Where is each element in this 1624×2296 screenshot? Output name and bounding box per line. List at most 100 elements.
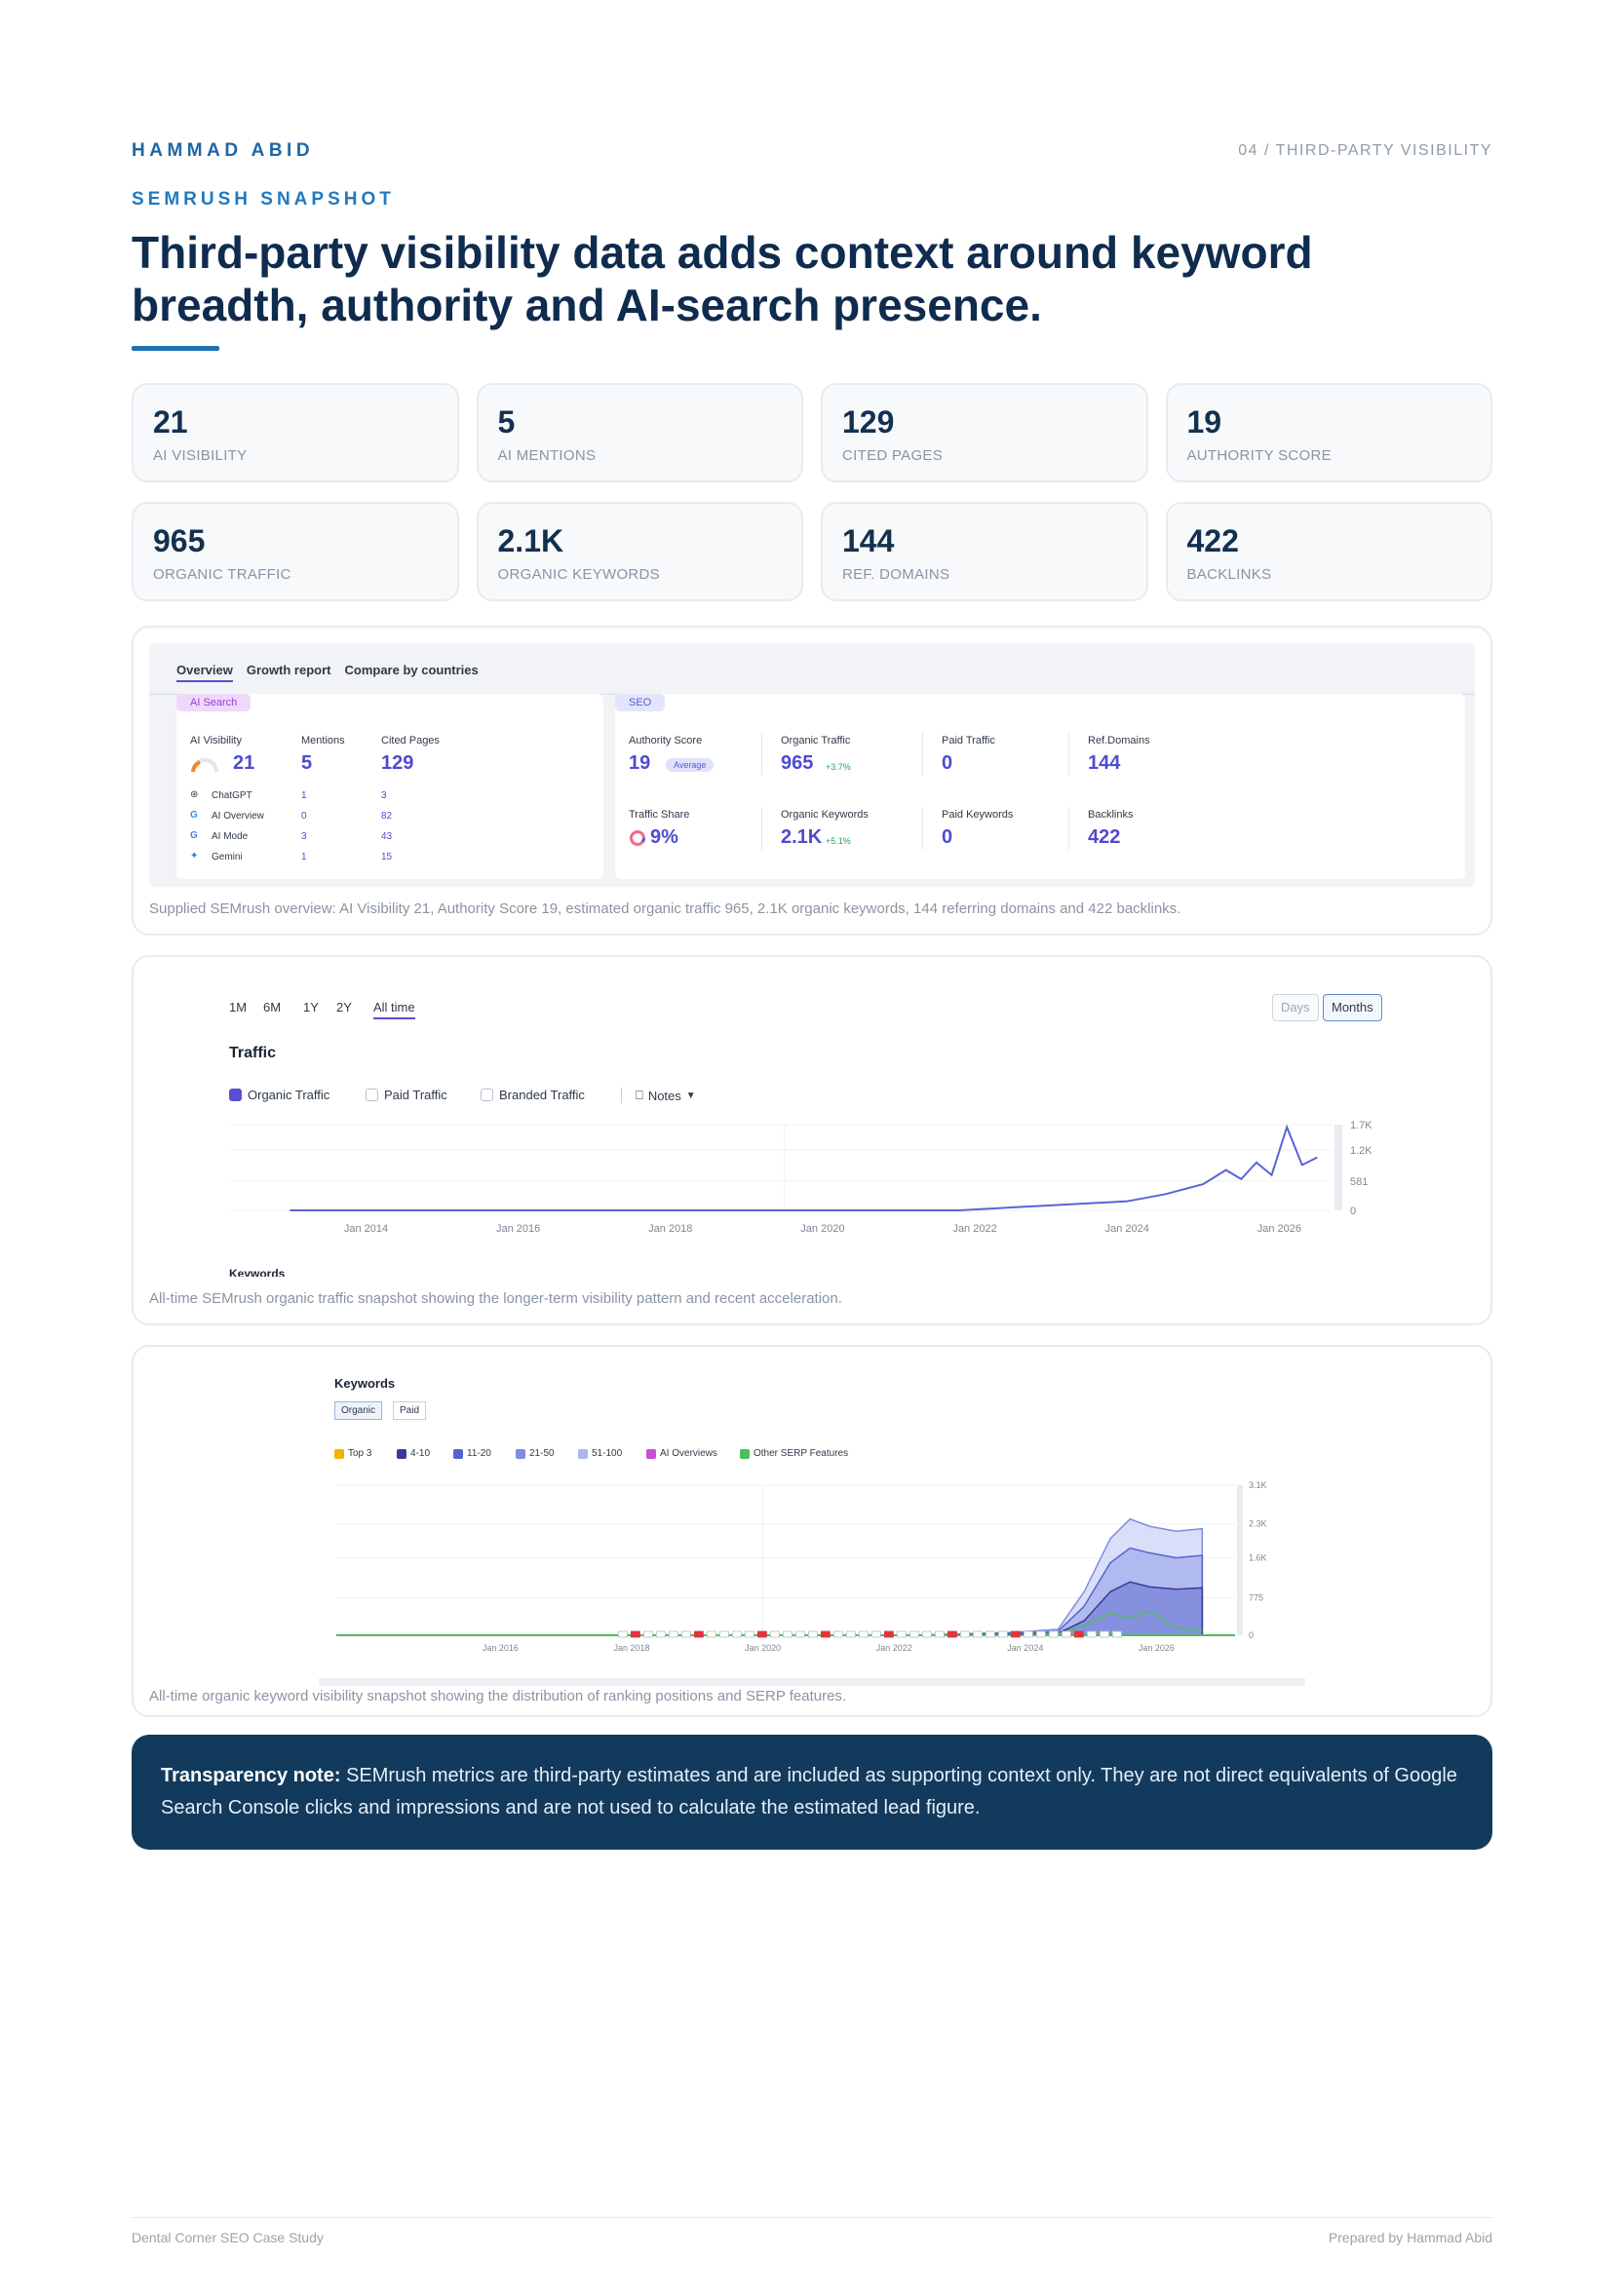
ai-row-cited: 43 (381, 831, 393, 842)
seo-pill: SEO (615, 694, 666, 711)
serp-marker[interactable] (1010, 1630, 1021, 1638)
serp-marker[interactable] (1023, 1630, 1033, 1638)
x-tick-label: Jan 2026 (1139, 1643, 1175, 1653)
legend-label: 21-50 (529, 1448, 555, 1459)
serp-marker[interactable] (794, 1630, 805, 1638)
serp-marker[interactable] (1048, 1630, 1059, 1638)
legend-item[interactable]: 51-100 (578, 1448, 622, 1459)
metric-separator (1068, 733, 1069, 776)
stat-value: 144 (842, 523, 895, 558)
tab-overview[interactable]: Overview (176, 663, 233, 682)
range-6m[interactable]: 6M (263, 1000, 282, 1014)
legend-item[interactable]: 21-50 (516, 1448, 555, 1459)
stat-card-ref-domains: 144 REF. DOMAINS (821, 502, 1148, 601)
legend-item[interactable]: 11-20 (453, 1448, 491, 1459)
checkbox-icon (366, 1089, 378, 1101)
serp-marker[interactable] (883, 1630, 894, 1638)
serp-marker[interactable] (706, 1630, 716, 1638)
serp-marker[interactable] (1099, 1630, 1109, 1638)
toggle-days[interactable]: Days (1272, 994, 1319, 1021)
y-tick-label: 1.6K (1249, 1553, 1267, 1563)
serp-marker[interactable] (832, 1630, 843, 1638)
legend-branded-traffic[interactable]: Branded Traffic (481, 1088, 585, 1102)
legend-label: 51-100 (592, 1448, 623, 1459)
serp-marker[interactable] (769, 1630, 780, 1638)
ai-visibility-label: AI Visibility (190, 735, 242, 746)
serp-marker[interactable] (1086, 1630, 1097, 1638)
legend-swatch-icon (740, 1448, 750, 1459)
scroll-handle[interactable] (1334, 1125, 1342, 1210)
legend-paid-traffic[interactable]: Paid Traffic (366, 1088, 447, 1102)
serp-marker[interactable] (731, 1630, 742, 1638)
serp-marker[interactable] (668, 1630, 678, 1638)
serp-marker[interactable] (718, 1630, 729, 1638)
cited-pages-label: Cited Pages (381, 735, 440, 746)
serp-marker[interactable] (744, 1630, 754, 1638)
serp-marker[interactable] (959, 1630, 970, 1638)
legend-item[interactable]: AI Overviews (646, 1448, 717, 1459)
serp-marker[interactable] (921, 1630, 932, 1638)
x-tick-label: Jan 2024 (1105, 1223, 1149, 1235)
range-2y[interactable]: 2Y (336, 1000, 352, 1014)
tab-growth-report[interactable]: Growth report (246, 663, 331, 677)
legend-item[interactable]: 4-10 (397, 1448, 430, 1459)
serp-marker[interactable] (1073, 1630, 1084, 1638)
traffic-caption: All-time SEMrush organic traffic snapsho… (149, 1290, 842, 1307)
serp-marker[interactable] (820, 1630, 831, 1638)
organic-keywords-label: Organic Keywords (781, 809, 869, 821)
serp-marker[interactable] (655, 1630, 666, 1638)
keywords-caption: All-time organic keyword visibility snap… (149, 1688, 847, 1704)
scroll-handle[interactable] (1237, 1485, 1243, 1635)
tab-compare-countries[interactable]: Compare by countries (344, 663, 479, 677)
serp-marker[interactable] (845, 1630, 856, 1638)
legend-swatch-icon (516, 1448, 525, 1459)
serp-marker[interactable] (680, 1630, 691, 1638)
legend-organic-traffic[interactable]: Organic Traffic (229, 1088, 329, 1102)
backlinks-label: Backlinks (1088, 809, 1134, 821)
serp-marker[interactable] (947, 1630, 957, 1638)
segment-organic[interactable]: Organic (334, 1401, 383, 1420)
serp-marker[interactable] (1035, 1630, 1046, 1638)
gemini-icon: ✦ (190, 851, 199, 861)
serp-marker[interactable] (870, 1630, 881, 1638)
serp-marker[interactable] (1111, 1630, 1122, 1638)
serp-marker[interactable] (896, 1630, 907, 1638)
serp-marker[interactable] (642, 1630, 653, 1638)
toggle-months[interactable]: Months (1323, 994, 1382, 1021)
stat-label: AI MENTIONS (497, 447, 597, 464)
notes-dropdown[interactable]: ⎕ Notes ▼ (621, 1088, 696, 1103)
y-tick-label: 2.3K (1249, 1519, 1267, 1529)
serp-marker[interactable] (782, 1630, 793, 1638)
x-tick-label: Jan 2026 (1257, 1223, 1301, 1235)
ai-row-cited: 15 (381, 852, 393, 862)
authority-score-value: 19 (629, 752, 651, 774)
legend-label: 4-10 (410, 1448, 431, 1459)
serp-marker[interactable] (997, 1630, 1008, 1638)
authority-badge: Average (666, 758, 715, 772)
segment-paid[interactable]: Paid (393, 1401, 427, 1420)
serp-marker[interactable] (1061, 1630, 1071, 1638)
stat-label: BACKLINKS (1186, 566, 1272, 583)
legend-label: Paid Traffic (384, 1088, 447, 1102)
range-1y[interactable]: 1Y (303, 1000, 319, 1014)
legend-swatch-icon (397, 1448, 406, 1459)
serp-marker[interactable] (630, 1630, 640, 1638)
x-tick-label: Jan 2018 (614, 1643, 650, 1653)
serp-marker[interactable] (756, 1630, 767, 1638)
cited-pages-value: 129 (381, 752, 414, 774)
serp-marker[interactable] (693, 1630, 704, 1638)
organic-keywords-delta: +5.1% (826, 836, 851, 846)
range-all-time[interactable]: All time (373, 1000, 415, 1019)
serp-marker[interactable] (934, 1630, 945, 1638)
serp-marker[interactable] (807, 1630, 818, 1638)
range-1m[interactable]: 1M (229, 1000, 248, 1014)
metric-separator (922, 733, 923, 776)
serp-marker[interactable] (985, 1630, 995, 1638)
transparency-note: Transparency note: SEMrush metrics are t… (132, 1735, 1492, 1850)
legend-item[interactable]: Top 3 (334, 1448, 371, 1459)
serp-marker[interactable] (858, 1630, 869, 1638)
legend-item[interactable]: Other SERP Features (740, 1448, 848, 1459)
serp-marker[interactable] (617, 1630, 628, 1638)
serp-marker[interactable] (972, 1630, 983, 1638)
serp-marker[interactable] (909, 1630, 919, 1638)
